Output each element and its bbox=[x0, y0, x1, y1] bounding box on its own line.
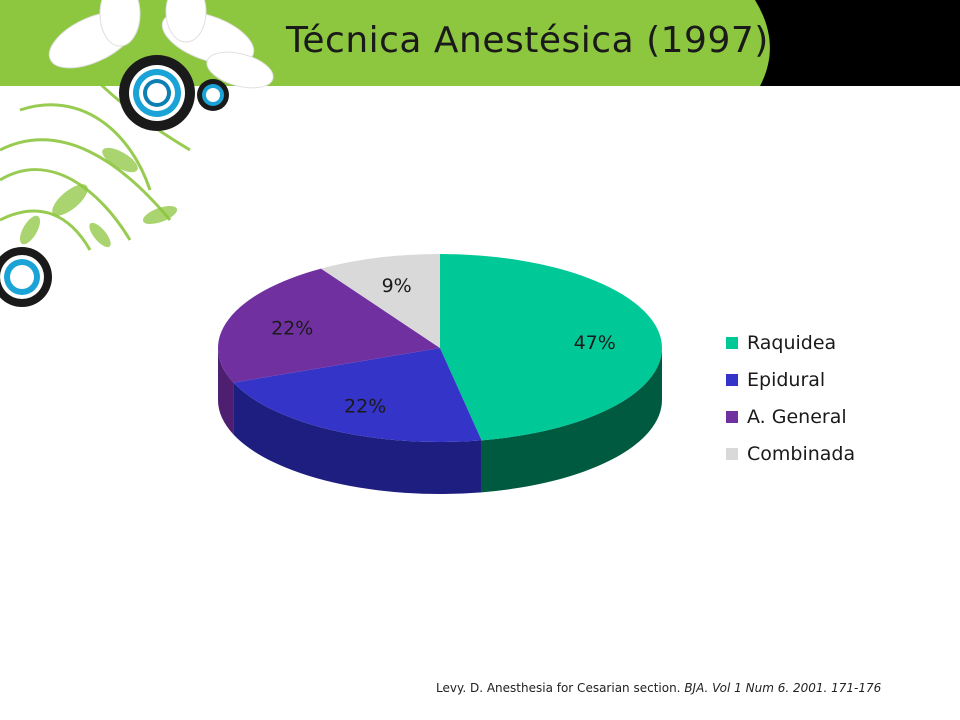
citation-journal: BJA. Vol 1 Num 6. 2001. 171-176 bbox=[684, 681, 882, 695]
white-petal bbox=[206, 51, 274, 89]
floral-decoration bbox=[0, 0, 274, 307]
ring-large bbox=[119, 55, 195, 131]
pie-side-raquidea bbox=[481, 348, 662, 493]
white-petal bbox=[99, 0, 141, 47]
pie-labels: 47% 22% 22% 9% bbox=[271, 275, 616, 418]
legend-item-combinada: Combinada bbox=[726, 435, 855, 472]
pie-slice-a-general bbox=[218, 268, 440, 383]
white-petal bbox=[165, 0, 207, 43]
chart-legend: Raquidea Epidural A. General Combinada bbox=[726, 324, 855, 472]
data-label-raquidea: 47% bbox=[574, 332, 616, 354]
citation: Levy. D. Anesthesia for Cesarian section… bbox=[436, 681, 881, 695]
legend-label: Raquidea bbox=[747, 331, 837, 354]
data-label-a-general: 22% bbox=[271, 318, 313, 340]
slide-title: Técnica Anestésica (1997) bbox=[286, 20, 769, 61]
pie-slice-combinada bbox=[321, 254, 440, 348]
pie-tops bbox=[218, 254, 662, 442]
legend-swatch bbox=[726, 373, 738, 386]
legend-swatch bbox=[726, 410, 738, 423]
legend-item-a-general: A. General bbox=[726, 398, 855, 435]
legend-swatch bbox=[726, 336, 738, 349]
legend-item-raquidea: Raquidea bbox=[726, 324, 855, 361]
pie-slice-epidural bbox=[233, 348, 482, 442]
citation-text: Levy. D. Anesthesia for Cesarian section… bbox=[436, 681, 685, 695]
legend-swatch bbox=[726, 447, 738, 460]
pie-slice-raquidea bbox=[440, 254, 662, 441]
ring-left bbox=[0, 247, 52, 307]
pie-sides bbox=[218, 348, 662, 494]
data-label-combinada: 9% bbox=[382, 275, 412, 297]
pie-side-a-general bbox=[218, 348, 234, 435]
ring-small bbox=[197, 79, 229, 111]
legend-label: A. General bbox=[747, 405, 847, 428]
legend-item-epidural: Epidural bbox=[726, 361, 855, 398]
legend-label: Epidural bbox=[747, 368, 826, 391]
data-label-epidural: 22% bbox=[344, 396, 386, 418]
pie-chart: 47% 22% 22% 9% bbox=[218, 254, 662, 494]
legend-label: Combinada bbox=[747, 442, 856, 465]
pie-side-epidural bbox=[233, 382, 482, 494]
